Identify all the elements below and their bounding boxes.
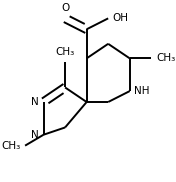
- Text: CH₃: CH₃: [1, 141, 20, 151]
- Text: O: O: [61, 3, 69, 13]
- Text: N: N: [31, 97, 39, 107]
- Text: CH₃: CH₃: [156, 53, 175, 63]
- Text: NH: NH: [134, 86, 150, 96]
- Text: OH: OH: [113, 13, 129, 23]
- Text: CH₃: CH₃: [55, 47, 75, 57]
- Text: N: N: [31, 130, 39, 140]
